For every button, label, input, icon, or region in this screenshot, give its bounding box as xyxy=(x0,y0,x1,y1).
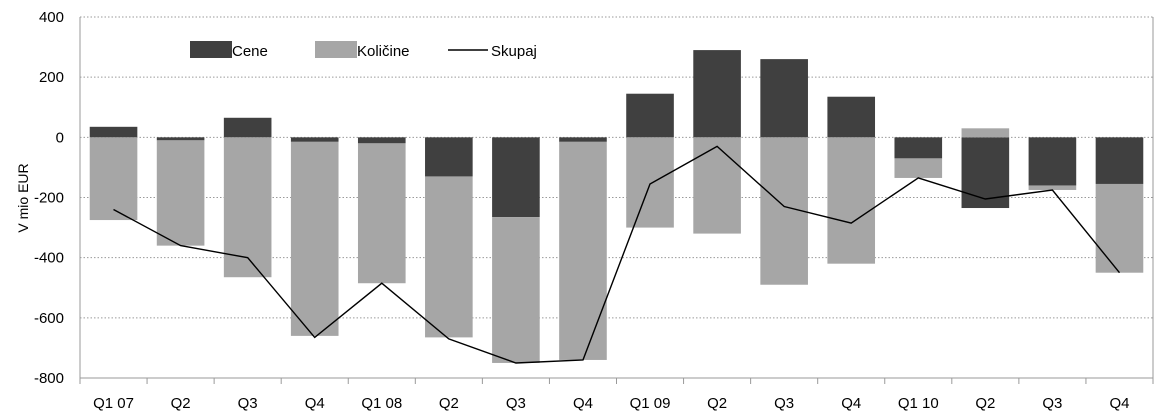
y-tick-label: -600 xyxy=(34,310,64,327)
bar-koliine xyxy=(290,141,339,336)
bar-koliine xyxy=(89,137,138,221)
bar-cene xyxy=(290,137,339,142)
total-line xyxy=(113,145,1121,364)
y-tick-label: -400 xyxy=(34,250,64,267)
line-skupaj xyxy=(113,145,1121,364)
x-tick-label: Q2 xyxy=(975,395,995,412)
x-tick-label: Q2 xyxy=(707,395,727,412)
y-tick-label: -200 xyxy=(34,190,64,207)
y-axis-label: V mio EUR xyxy=(15,163,31,232)
x-tick-label: Q4 xyxy=(573,395,593,412)
x-tick-label: Q4 xyxy=(305,395,325,412)
x-tick-label: Q4 xyxy=(841,395,861,412)
legend: Cene Količine Skupaj xyxy=(190,41,537,60)
legend-swatch xyxy=(190,41,232,58)
y-tick-label: 0 xyxy=(56,129,64,146)
bar-cene xyxy=(626,93,674,138)
bar-koliine xyxy=(1028,185,1077,190)
bar-koliine xyxy=(827,137,876,264)
bar-cene xyxy=(559,137,607,142)
bar-koliine xyxy=(693,137,741,234)
bar-koliine xyxy=(559,141,607,360)
bar-cene xyxy=(357,137,406,144)
bar-cene xyxy=(492,137,540,218)
bar-koliine xyxy=(223,137,272,278)
bar-cene xyxy=(223,117,272,138)
y-tick-label: -800 xyxy=(34,370,64,387)
legend-swatch xyxy=(315,41,357,58)
bar-koliine xyxy=(1095,183,1144,273)
x-tick-label: Q1 08 xyxy=(361,395,402,412)
bar-cene xyxy=(1028,137,1077,186)
legend-label: Količine xyxy=(357,43,410,60)
bar-koliine xyxy=(425,176,473,338)
y-tick-label: 400 xyxy=(39,9,64,26)
bar-cene xyxy=(89,126,138,138)
y-tick-label: 200 xyxy=(39,69,64,86)
legend-label: Skupaj xyxy=(491,43,537,60)
x-tick-label: Q1 09 xyxy=(630,395,671,412)
x-tick-label: Q1 10 xyxy=(898,395,939,412)
bar-koliine xyxy=(894,158,943,178)
x-tick-label: Q4 xyxy=(1109,395,1129,412)
x-tick-label: Q3 xyxy=(1042,395,1062,412)
x-tick-label: Q3 xyxy=(238,395,258,412)
x-tick-label: Q2 xyxy=(171,395,191,412)
bar-koliine xyxy=(492,217,540,363)
x-tick-label: Q1 07 xyxy=(93,395,134,412)
x-tick-label: Q3 xyxy=(774,395,794,412)
legend-label: Cene xyxy=(232,43,268,60)
bar-cene xyxy=(693,50,741,138)
bar-koliine xyxy=(357,143,406,284)
bar-koliine xyxy=(626,137,674,228)
axes: -800 -600 -400 -200 0 200 400 Q1 07 Q2 Q3 Q4 Q1 08 Q… xyxy=(34,9,1154,412)
bar-cene xyxy=(425,137,473,177)
x-tick-label: Q3 xyxy=(506,395,526,412)
bar-cene xyxy=(760,59,808,138)
bars xyxy=(89,50,1144,363)
bar-cene xyxy=(1095,137,1144,184)
bar-cene xyxy=(894,137,943,159)
bar-koliine xyxy=(156,140,205,246)
x-tick-label: Q2 xyxy=(439,395,459,412)
bar-cene xyxy=(156,137,205,141)
bar-cene xyxy=(827,96,876,138)
bar-koliine xyxy=(961,128,1010,138)
